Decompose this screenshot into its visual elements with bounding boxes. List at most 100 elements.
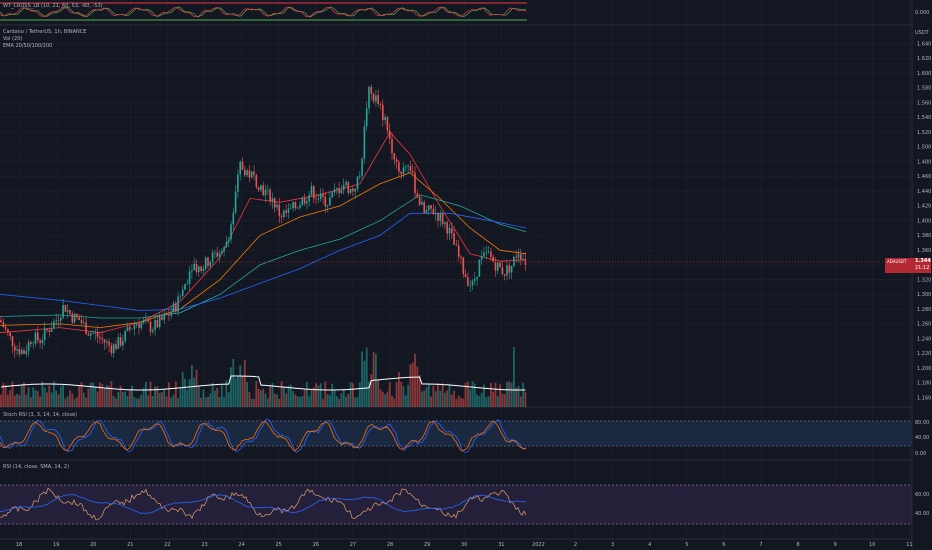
price-scale-ticks[interactable]: 1.160 1.180 1.200 1.220 1.240 1.260 1.280 1.300… [917, 41, 931, 401]
volume-bar [487, 396, 490, 407]
candle-body [78, 317, 80, 321]
volume-bar [363, 360, 366, 407]
volume-bar [168, 382, 170, 407]
volume-bar [480, 392, 483, 407]
volume-bar [517, 385, 520, 407]
candle-body [152, 330, 154, 332]
stoch-legend[interactable]: Stoch RSI (3, 3, 14, 14, close) [3, 412, 77, 419]
candle-body [299, 205, 301, 208]
candle-body [471, 280, 474, 286]
candle-body [349, 188, 352, 193]
stoch-k-line [0, 418, 527, 454]
volume-bar [329, 395, 331, 407]
candle-body [57, 320, 60, 322]
volume-bar [430, 396, 432, 407]
candle-body [140, 322, 143, 328]
rsi-scale-ticks: 60.00 40.00 [915, 492, 929, 517]
candle-body [83, 322, 85, 324]
candle-body [267, 189, 269, 191]
candle-body [276, 204, 278, 208]
price-tick-label: 1.600 [917, 71, 931, 77]
rsi-tick-label: 40.00 [915, 511, 929, 517]
candle-body [124, 330, 126, 341]
time-tick-label: 19 [53, 542, 59, 548]
volume-bar [0, 394, 2, 407]
volume-bar [50, 392, 53, 407]
volume-bar [218, 397, 221, 407]
volume-bar [510, 382, 513, 407]
candle-body [414, 172, 416, 194]
volume-bar [501, 393, 504, 407]
candle-body [269, 189, 271, 202]
candle-body [494, 261, 497, 271]
wt-legend[interactable]: WT_CROSS_LB (10, 21, 60, 53, -60, -53) [3, 3, 103, 10]
candle-body [156, 319, 159, 328]
candle-body [315, 198, 317, 200]
candle-body [112, 344, 115, 353]
stoch-d-line [0, 420, 527, 452]
pair-label: Cardano / TetherUS, 1h, BINANCE [3, 29, 87, 35]
candle-body [425, 210, 428, 213]
volume-bar [195, 369, 198, 407]
volume-bar [432, 385, 435, 407]
volume-bar [372, 352, 375, 407]
volume-bar [82, 392, 85, 407]
candle-body [480, 256, 483, 260]
candle-body [513, 256, 515, 266]
volume-bar [377, 379, 380, 407]
volume-bar [214, 390, 216, 407]
rsi-legend[interactable]: RSI (14, close, SMA, 14, 2) [3, 464, 69, 471]
volume-bar [522, 382, 524, 407]
candle-body [497, 262, 499, 271]
volume-bar [128, 389, 131, 407]
candle-body [287, 208, 290, 213]
time-scale-ticks[interactable]: 18 19 20 21 22 23 24 25 26 27 28 29 30 31 2022 2 3 4 5 6 7 8 9… [16, 542, 913, 548]
volume-bar [154, 386, 156, 407]
volume-bar [331, 383, 334, 407]
price-tick-label: 1.420 [917, 204, 931, 210]
candle-body [115, 344, 117, 349]
candle-body [308, 195, 310, 202]
candle-body [379, 103, 382, 105]
volume-bar [524, 391, 527, 407]
price-tag-symbol: ADAUSDT [887, 258, 907, 264]
main-legend[interactable]: Cardano / TetherUS, 1h, BINANCE Vol (20)… [3, 29, 86, 50]
time-tick-label: 11 [906, 542, 912, 548]
volume-bar [253, 398, 255, 407]
volume-bar [455, 398, 458, 407]
volume-bar [508, 381, 511, 407]
volume-bar [174, 381, 177, 407]
candle-body [186, 283, 189, 285]
candle-body [27, 342, 30, 352]
candle-body [271, 198, 274, 202]
volume-bar [103, 389, 106, 407]
candle-body [301, 197, 304, 206]
candle-body [439, 213, 442, 221]
candle-body [89, 333, 92, 336]
time-tick-label: 27 [350, 542, 356, 548]
volume-bar [315, 383, 317, 407]
candle-body [372, 93, 375, 102]
candle-body [430, 205, 432, 209]
volume-bar [4, 384, 7, 407]
candle-body [39, 340, 41, 344]
volume-bar [193, 378, 196, 407]
volume-bar [69, 390, 71, 407]
candle-body [135, 323, 138, 325]
volume-bar [200, 397, 202, 407]
candle-body [485, 252, 488, 253]
volume-bar [237, 376, 239, 407]
volume-bar [112, 395, 115, 407]
candle-body [501, 267, 504, 275]
price-tag-value: 1.344 [915, 257, 931, 264]
candle-body [393, 153, 396, 160]
volume-bar [257, 388, 260, 407]
volume-bar [207, 396, 209, 407]
volume-bar [101, 384, 104, 407]
price-tick-label: 1.260 [917, 322, 931, 328]
volume-bar [473, 383, 476, 407]
candle-body [432, 208, 435, 215]
candle-body [257, 186, 260, 191]
price-tick-label: 1.460 [917, 174, 931, 180]
